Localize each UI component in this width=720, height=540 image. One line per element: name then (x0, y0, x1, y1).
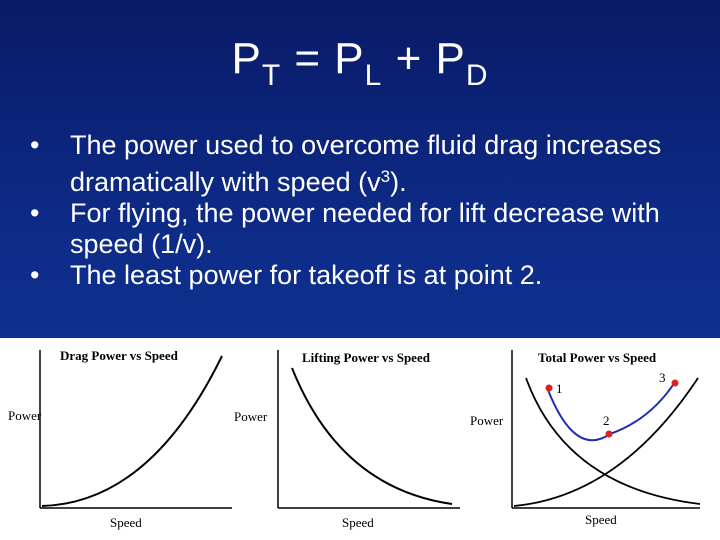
bullet-dot: • (30, 130, 40, 160)
title-eq: = P (281, 34, 365, 83)
bullet-list: • The power used to overcome fluid drag … (28, 130, 708, 291)
bullet-2-text: For flying, the power needed for lift de… (70, 198, 660, 259)
title-p: P (231, 34, 262, 83)
total-x-label: Speed (585, 512, 617, 527)
bullet-item-1: • The power used to overcome fluid drag … (28, 130, 708, 198)
title-sub-l: L (364, 59, 383, 92)
total-panel-title: Total Power vs Speed (538, 350, 657, 365)
point-2-marker (605, 430, 613, 438)
bullet-1-superscript: 3 (380, 167, 391, 186)
lifting-panel-title: Lifting Power vs Speed (302, 350, 431, 365)
bullet-dot: • (30, 260, 40, 290)
bullet-3-text: The least power for takeoff is at point … (70, 260, 543, 290)
slide-title: PT = PL + PD (0, 34, 720, 93)
drag-power-panel: Drag Power vs Speed Power Speed (8, 348, 232, 530)
bullet-1-text-end: ). (390, 167, 407, 197)
title-sub-t: T (261, 59, 282, 92)
lifting-power-panel: Lifting Power vs Speed Power Speed (234, 350, 460, 530)
drag-x-label: Speed (110, 515, 142, 530)
drag-panel-title: Drag Power vs Speed (60, 348, 179, 363)
point-2-label: 2 (603, 413, 610, 428)
total-power-panel: Total Power vs Speed Power Speed 1 2 3 (470, 350, 701, 527)
title-plus: + P (382, 34, 466, 83)
drag-power-curve (41, 355, 223, 507)
lifting-y-label: Power (234, 409, 268, 424)
power-graphs-svg: Drag Power vs Speed Power Speed Lifting … (8, 348, 701, 530)
total-y-label: Power (470, 413, 504, 428)
power-graphs-figure: Drag Power vs Speed Power Speed Lifting … (0, 338, 720, 540)
total-drag-component-curve (513, 377, 699, 507)
lifting-x-label: Speed (342, 515, 374, 530)
bullet-1-text: The power used to overcome fluid drag in… (70, 130, 662, 197)
bullet-item-3: • The least power for takeoff is at poin… (28, 260, 708, 291)
point-1-marker (545, 384, 553, 392)
point-3-label: 3 (659, 370, 666, 385)
drag-y-label: Power (8, 408, 42, 423)
bullet-dot: • (30, 198, 40, 228)
lifting-power-curve (291, 367, 453, 505)
point-3-marker (671, 379, 679, 387)
bullet-item-2: • For flying, the power needed for lift … (28, 198, 708, 260)
title-sub-d: D (465, 59, 489, 92)
total-lift-component-curve (525, 377, 701, 505)
point-1-label: 1 (556, 381, 563, 396)
